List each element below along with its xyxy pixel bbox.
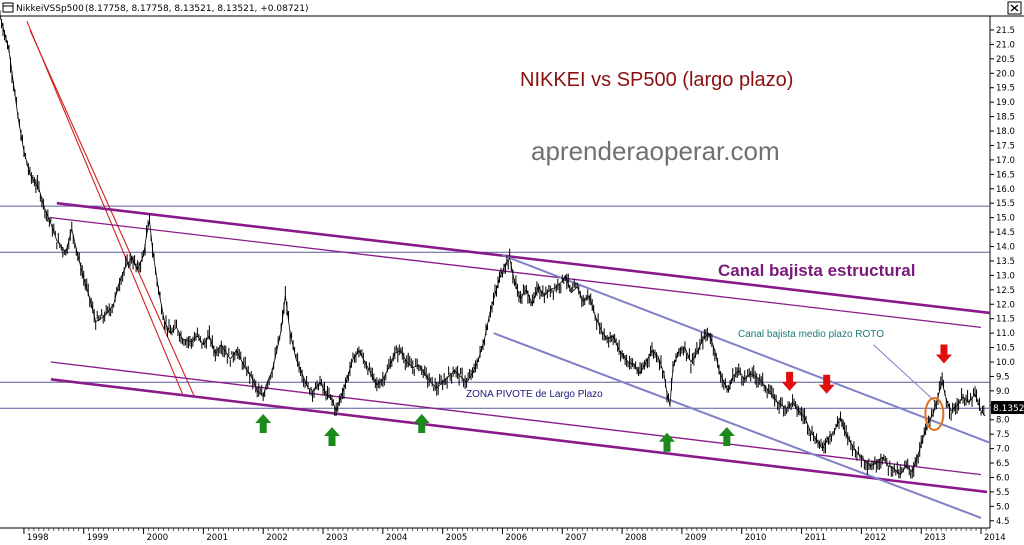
y-tick-label: 18.0 bbox=[996, 127, 1015, 137]
x-tick-label: 1999 bbox=[87, 533, 109, 543]
y-tick-label: 20.0 bbox=[996, 69, 1015, 79]
y-tick-label: 16.5 bbox=[996, 170, 1015, 180]
ohlc-readout: (8.17758, 8.17758, 8.13521, 8.13521, +0.… bbox=[85, 4, 309, 14]
x-tick-label: 2011 bbox=[805, 533, 827, 543]
y-tick-label: 5.5 bbox=[996, 488, 1010, 498]
trend-line-red bbox=[29, 29, 195, 397]
up-arrow-icon bbox=[323, 426, 340, 446]
up-arrow-icon bbox=[658, 432, 675, 452]
x-tick-label: 2005 bbox=[446, 533, 468, 543]
breakout-circle bbox=[924, 396, 945, 431]
y-tick-label: 14.5 bbox=[996, 228, 1015, 238]
last-price-tag: 8.1352 bbox=[991, 401, 1024, 414]
y-tick-label: 11.0 bbox=[996, 329, 1015, 339]
trend-line-structural bbox=[50, 378, 988, 494]
chart-title: NIKKEI vs SP500 (largo plazo) bbox=[520, 69, 793, 91]
y-tick-label: 21.0 bbox=[996, 40, 1015, 50]
markers bbox=[255, 344, 952, 452]
price-series bbox=[0, 10, 986, 479]
last-price-value: 8.1352 bbox=[993, 404, 1024, 414]
x-tick-label: 2008 bbox=[625, 533, 647, 543]
x-tick-label: 2002 bbox=[266, 533, 288, 543]
trend-line-structural bbox=[56, 201, 991, 315]
y-tick-label: 15.0 bbox=[996, 214, 1015, 224]
x-tick-label: 2009 bbox=[685, 533, 707, 543]
x-tick-label: 2006 bbox=[505, 533, 527, 543]
window-icon bbox=[2, 2, 14, 13]
y-tick-label: 16.0 bbox=[996, 185, 1015, 195]
annotation-zona-pivote: ZONA PIVOTE de Largo Plazo bbox=[466, 389, 603, 400]
annotation-canal-medio: Canal bajista medio plazo ROTO bbox=[738, 329, 884, 340]
down-arrow-icon bbox=[781, 371, 798, 391]
watermark: aprenderaoperar.com bbox=[531, 136, 780, 166]
y-tick-label: 9.0 bbox=[996, 387, 1010, 397]
up-arrow-icon bbox=[413, 413, 430, 433]
trend-line-structural-thin bbox=[50, 217, 982, 328]
y-tick-label: 8.0 bbox=[996, 416, 1010, 426]
y-tick-label: 18.5 bbox=[996, 113, 1015, 123]
annotation-canal-estructural: Canal bajista estructural bbox=[718, 261, 915, 280]
y-tick-label: 7.0 bbox=[996, 445, 1010, 455]
y-tick-label: 7.5 bbox=[996, 430, 1010, 440]
x-tick-label: 2007 bbox=[565, 533, 587, 543]
y-tick-label: 14.0 bbox=[996, 243, 1015, 253]
horizontal-levels bbox=[0, 205, 990, 409]
up-arrow-icon bbox=[255, 413, 272, 433]
y-tick-label: 11.5 bbox=[996, 315, 1015, 325]
y-tick-label: 19.5 bbox=[996, 84, 1015, 94]
window-titlebar[interactable] bbox=[0, 0, 1024, 16]
y-tick-label: 12.0 bbox=[996, 300, 1015, 310]
x-tick-label: 2010 bbox=[745, 533, 767, 543]
y-tick-label: 19.0 bbox=[996, 98, 1015, 108]
y-tick-label: 6.0 bbox=[996, 473, 1010, 483]
x-tick-label: 1998 bbox=[27, 533, 49, 543]
x-tick-label: 2003 bbox=[326, 533, 348, 543]
y-tick-label: 9.5 bbox=[996, 372, 1010, 382]
x-tick-label: 2012 bbox=[864, 533, 886, 543]
trend-line-structural-thin bbox=[50, 361, 982, 476]
y-tick-label: 21.5 bbox=[996, 26, 1015, 36]
y-tick-label: 10.0 bbox=[996, 358, 1015, 368]
x-axis: 1998 1999 2000 2001 2002 2003 2004 2005 2006 2007… bbox=[23, 528, 1006, 543]
x-tick-label: 2014 bbox=[984, 533, 1006, 543]
y-tick-label: 17.5 bbox=[996, 141, 1015, 151]
x-tick-label: 2000 bbox=[147, 533, 169, 543]
window-title: NikkeiVSSp500 bbox=[16, 4, 84, 14]
y-tick-label: 17.0 bbox=[996, 156, 1015, 166]
trend-line-medium bbox=[493, 332, 982, 519]
y-tick-label: 10.5 bbox=[996, 344, 1015, 354]
y-tick-label: 4.5 bbox=[996, 517, 1010, 527]
x-tick-label: 2001 bbox=[206, 533, 228, 543]
close-icon[interactable] bbox=[1007, 1, 1022, 15]
y-tick-label: 13.5 bbox=[996, 257, 1015, 267]
x-tick-label: 2004 bbox=[386, 533, 408, 543]
y-tick-label: 20.5 bbox=[996, 55, 1015, 65]
y-tick-label: 6.5 bbox=[996, 459, 1010, 469]
trend-line-medium-thin bbox=[873, 344, 937, 403]
y-axis: 4.55.05.56.06.57.07.58.08.59.09.510.010.… bbox=[990, 26, 1015, 527]
x-tick-label: 2013 bbox=[924, 533, 946, 543]
down-arrow-icon bbox=[935, 344, 952, 364]
price-line bbox=[0, 15, 986, 476]
up-arrow-icon bbox=[718, 426, 735, 446]
y-tick-label: 15.5 bbox=[996, 199, 1015, 209]
trend-line-medium bbox=[502, 254, 991, 444]
y-tick-label: 5.0 bbox=[996, 502, 1010, 512]
down-arrow-icon bbox=[818, 374, 835, 394]
y-tick-label: 12.5 bbox=[996, 286, 1015, 296]
y-tick-label: 13.0 bbox=[996, 271, 1015, 281]
